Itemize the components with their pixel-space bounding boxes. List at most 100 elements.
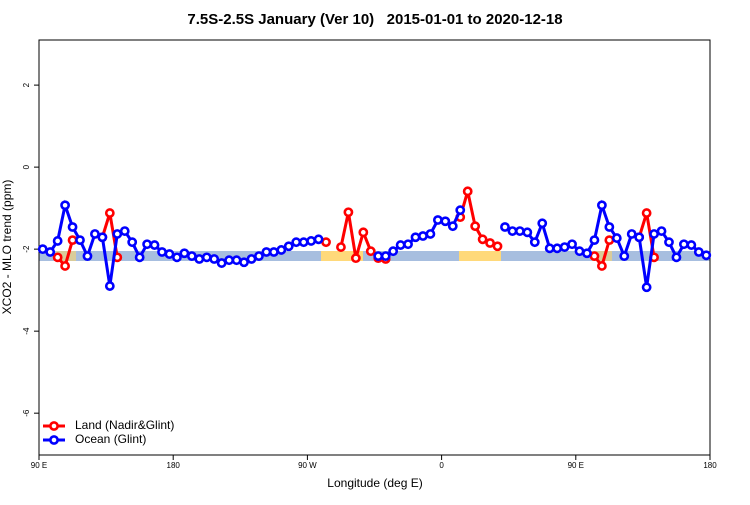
data-point — [37, 244, 48, 255]
data-point — [462, 186, 473, 197]
y-tick-label: -6 — [22, 409, 31, 417]
data-point — [611, 233, 622, 243]
x-tick-label: 0 — [439, 461, 444, 470]
data-point — [97, 232, 108, 243]
data-point — [209, 254, 220, 264]
data-point — [246, 254, 257, 264]
data-point — [410, 232, 421, 243]
data-point — [119, 226, 130, 236]
data-point — [172, 252, 182, 263]
land-band — [56, 251, 76, 261]
data-point — [261, 247, 272, 257]
data-point — [134, 252, 145, 263]
data-point — [358, 227, 369, 238]
data-point — [90, 229, 100, 239]
data-point — [567, 239, 577, 250]
x-tick-label: 90 E — [568, 461, 584, 470]
data-point — [186, 251, 197, 262]
data-point — [604, 222, 615, 232]
data-point — [485, 238, 495, 248]
data-point — [559, 242, 570, 252]
data-point — [589, 251, 600, 262]
data-point — [649, 229, 659, 239]
plot-frame — [38, 39, 711, 456]
data-point — [529, 237, 540, 248]
data-point — [440, 216, 451, 227]
data-point — [164, 249, 175, 259]
data-point — [350, 253, 361, 264]
data-point — [52, 252, 63, 263]
data-point — [470, 221, 481, 232]
data-point — [634, 232, 645, 243]
data-point — [67, 235, 78, 246]
data-point — [455, 205, 466, 216]
data-point — [500, 222, 510, 232]
data-point — [544, 243, 555, 254]
data-point — [552, 243, 563, 254]
chart-title: 7.5S-2.5S January (Ver 10) 2015-01-01 to… — [187, 11, 562, 28]
legend-label: Ocean (Glint) — [75, 432, 146, 446]
data-point — [60, 200, 70, 211]
data-point — [52, 236, 63, 246]
data-point — [298, 237, 309, 248]
data-point — [112, 229, 123, 239]
data-point — [157, 247, 167, 257]
data-point — [522, 227, 533, 238]
x-tick-label: 180 — [167, 461, 181, 470]
data-point — [432, 215, 443, 225]
land-band — [321, 251, 363, 261]
y-tick-label: 2 — [22, 82, 31, 87]
y-tick-label: -4 — [22, 327, 31, 335]
data-point — [641, 282, 652, 293]
data-point — [104, 208, 115, 218]
data-point — [104, 281, 115, 291]
data-point — [656, 226, 667, 236]
data-point — [45, 247, 56, 257]
data-point — [596, 200, 607, 211]
x-tick-label: 180 — [703, 461, 717, 470]
data-point — [619, 251, 630, 262]
x-axis-label: Longitude (deg E) — [327, 476, 422, 490]
data-point — [537, 218, 548, 229]
data-point — [373, 251, 384, 262]
data-point — [276, 245, 287, 255]
data-point — [388, 246, 399, 257]
data-point — [306, 236, 317, 246]
data-point — [239, 257, 249, 268]
data-point — [596, 261, 607, 271]
data-point — [686, 240, 697, 250]
data-point — [582, 248, 592, 259]
data-point — [321, 237, 331, 248]
data-point — [574, 246, 585, 257]
data-point — [231, 255, 242, 266]
data-point — [82, 251, 93, 262]
x-tick-label: 90 E — [31, 461, 47, 470]
data-point — [425, 229, 436, 239]
data-point — [514, 226, 525, 236]
data-point — [336, 242, 346, 252]
legend: Land (Nadir&Glint)Ocean (Glint) — [43, 418, 174, 446]
x-tick-label: 90 W — [298, 461, 317, 470]
data-point — [380, 251, 391, 262]
data-point — [291, 237, 302, 248]
data-point — [194, 254, 205, 264]
data-point — [268, 247, 279, 257]
legend-label: Land (Nadir&Glint) — [75, 418, 174, 432]
data-point — [149, 240, 160, 250]
data-point — [477, 234, 488, 245]
land-band — [459, 251, 501, 261]
data-point — [75, 235, 85, 246]
data-point — [418, 231, 428, 241]
data-point — [395, 240, 406, 250]
legend-swatch-marker — [49, 435, 59, 445]
data-point — [701, 250, 712, 261]
data-point — [224, 255, 235, 266]
data-point — [403, 239, 413, 250]
y-tick-label: -2 — [22, 245, 31, 253]
data-point — [679, 239, 689, 250]
data-point — [142, 239, 153, 250]
data-point — [492, 241, 503, 252]
data-point — [589, 235, 600, 246]
